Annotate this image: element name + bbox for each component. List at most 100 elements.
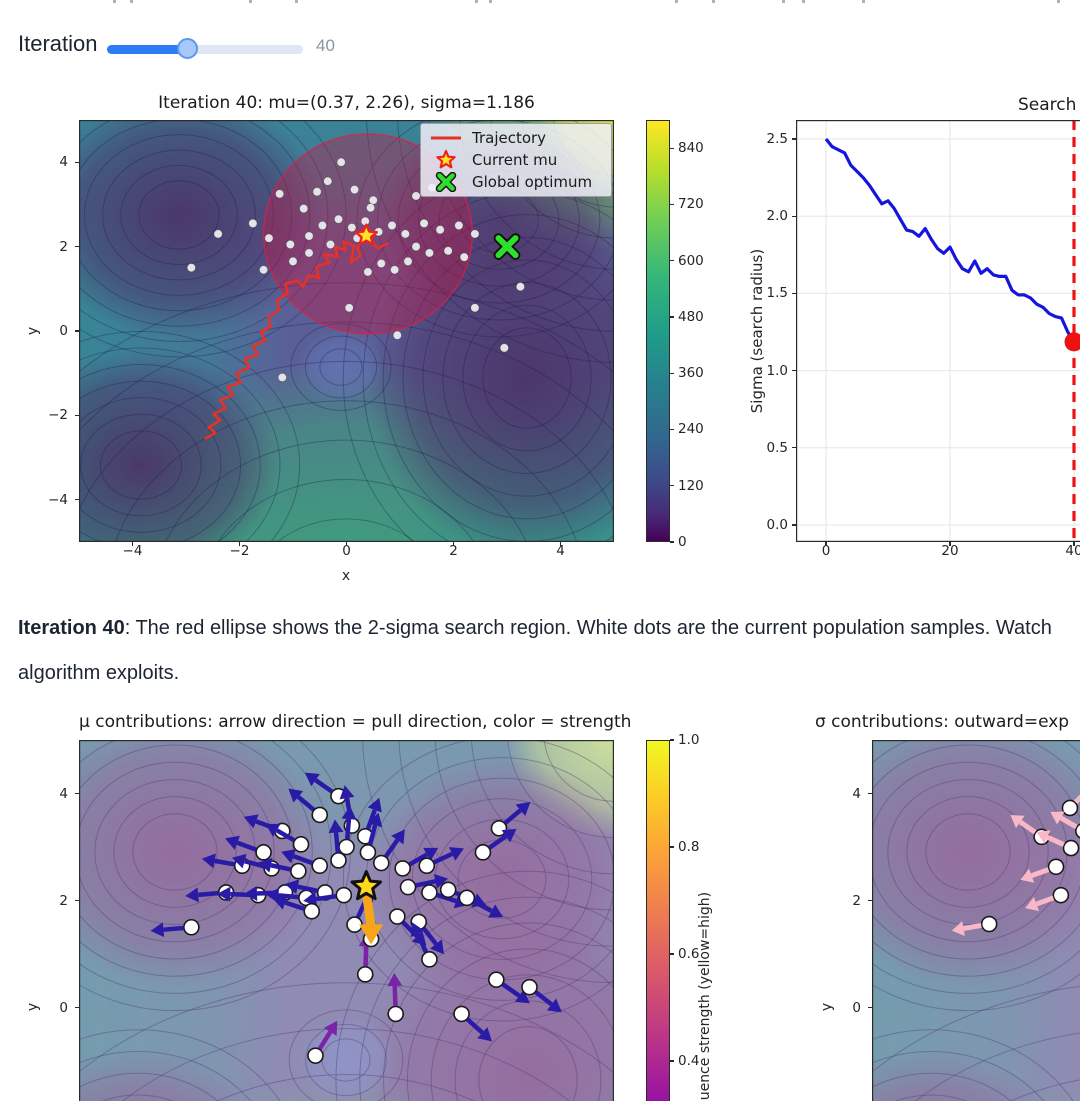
sample-dot: [389, 908, 406, 925]
tick-label: 240: [678, 421, 704, 438]
tick-mark: [949, 542, 951, 546]
tick-mark: [792, 524, 796, 526]
tick-label: −2: [48, 407, 68, 424]
tick-mark: [559, 542, 562, 546]
tick-mark: [75, 792, 79, 795]
sample-dot: [421, 951, 438, 968]
population-sample-dot: [312, 187, 322, 197]
main-plot-ylabel: y: [25, 326, 41, 336]
sigma-contributions-plot: [872, 740, 1080, 1101]
population-sample-dot: [368, 195, 378, 205]
clipped-text-remnant: [249, 0, 252, 3]
sample-dot: [1075, 823, 1080, 839]
tick-label: 0.8: [678, 839, 700, 855]
mu-update-arrow: [359, 891, 384, 945]
sample-dot: [980, 915, 998, 933]
tick-mark: [75, 330, 79, 332]
tick-label: 0.6: [678, 946, 700, 962]
sample-dot: [359, 844, 377, 861]
search-landscape-plot: [79, 120, 614, 542]
tick-label: 120: [678, 477, 704, 494]
plasma-colorbar-label: Influence strength (yellow=high): [697, 891, 713, 1101]
sample-dot: [439, 881, 457, 899]
tick-label: 360: [678, 365, 704, 382]
sample-dot: [303, 902, 321, 920]
legend-label: Global optimum: [472, 173, 593, 191]
tick-mark: [670, 1060, 674, 1062]
tick-label: 1.0: [678, 732, 700, 748]
sample-dot: [183, 918, 200, 936]
population-sample-dot: [186, 263, 196, 273]
population-sample-dot: [344, 303, 354, 313]
tick-mark: [670, 485, 674, 487]
tick-label: 4: [59, 154, 68, 171]
sigma-quiver-ylabel: y: [819, 1002, 835, 1012]
population-sample-dot: [259, 265, 269, 275]
sample-dot: [290, 862, 307, 880]
sample-dot: [474, 844, 492, 861]
tick-mark: [868, 792, 872, 795]
sample-dot: [292, 836, 310, 853]
sample-dot: [330, 852, 347, 869]
tick-mark: [792, 215, 796, 217]
iteration-slider-label: Iteration: [18, 31, 98, 56]
sample-dot: [453, 1005, 470, 1023]
sample-dot: [1062, 839, 1080, 857]
iteration-slider-thumb[interactable]: [177, 38, 198, 59]
tick-label: 720: [678, 196, 704, 213]
viridis-colorbar: [646, 120, 670, 542]
tick-mark: [670, 316, 674, 318]
main-plot-legend: Trajectory Current mu Global optimum: [420, 123, 612, 197]
plasma-colorbar: [646, 740, 670, 1101]
global-optimum-marker: [493, 233, 521, 260]
tick-label: 0: [852, 999, 861, 1016]
population-sample-dot: [376, 258, 386, 269]
tick-mark: [670, 428, 674, 431]
population-sample-dot: [400, 229, 410, 239]
population-sample-dot: [392, 330, 402, 340]
population-sample-dot: [277, 372, 287, 382]
tick-mark: [670, 372, 674, 374]
tick-label: 0: [342, 543, 351, 559]
population-sample-dot: [349, 185, 360, 195]
tick-label: 0: [678, 534, 687, 550]
population-sample-dot: [275, 189, 285, 199]
sigma-quiver-title: σ contributions: outward=exp: [815, 712, 1070, 732]
tick-mark: [452, 542, 455, 546]
sample-dot: [307, 1047, 324, 1064]
tick-mark: [670, 541, 674, 543]
slider-track[interactable]: [107, 45, 303, 54]
population-sample-dot: [336, 157, 346, 167]
tick-label: 4: [852, 785, 861, 802]
tick-label: 0.5: [766, 439, 788, 456]
tick-mark: [868, 899, 872, 902]
population-sample-dot: [285, 239, 295, 250]
sigma-history-plot: [796, 120, 1080, 542]
clipped-text-remnant: [1057, 0, 1060, 3]
clipped-text-remnant: [802, 0, 805, 3]
iteration-slider-value: 40: [316, 36, 335, 55]
population-sample-dot: [403, 256, 413, 266]
tick-label: 0: [59, 999, 68, 1016]
tick-mark: [792, 370, 796, 372]
population-sample-dot: [333, 214, 344, 224]
sigma-plot-ylabel: Sigma (search radius): [748, 248, 766, 414]
tick-label: 20: [941, 543, 959, 559]
population-sample-dot: [390, 265, 400, 275]
iteration-slider[interactable]: [107, 36, 303, 60]
tick-mark: [670, 953, 674, 955]
population-sample-dot: [288, 256, 298, 266]
sample-dot: [255, 844, 272, 861]
tick-label: 4: [556, 543, 565, 559]
population-sample-dot: [323, 176, 333, 186]
tick-label: −2: [229, 543, 250, 559]
tick-label: −4: [48, 491, 68, 508]
sigma-history-line: [824, 137, 1080, 350]
tick-label: 1.0: [766, 362, 788, 379]
tick-mark: [825, 542, 827, 546]
tick-label: 480: [678, 308, 704, 325]
tick-label: 0.4: [678, 1053, 700, 1069]
current-mu-star: [350, 870, 383, 901]
legend-item-current-mu: Current mu: [429, 150, 603, 170]
